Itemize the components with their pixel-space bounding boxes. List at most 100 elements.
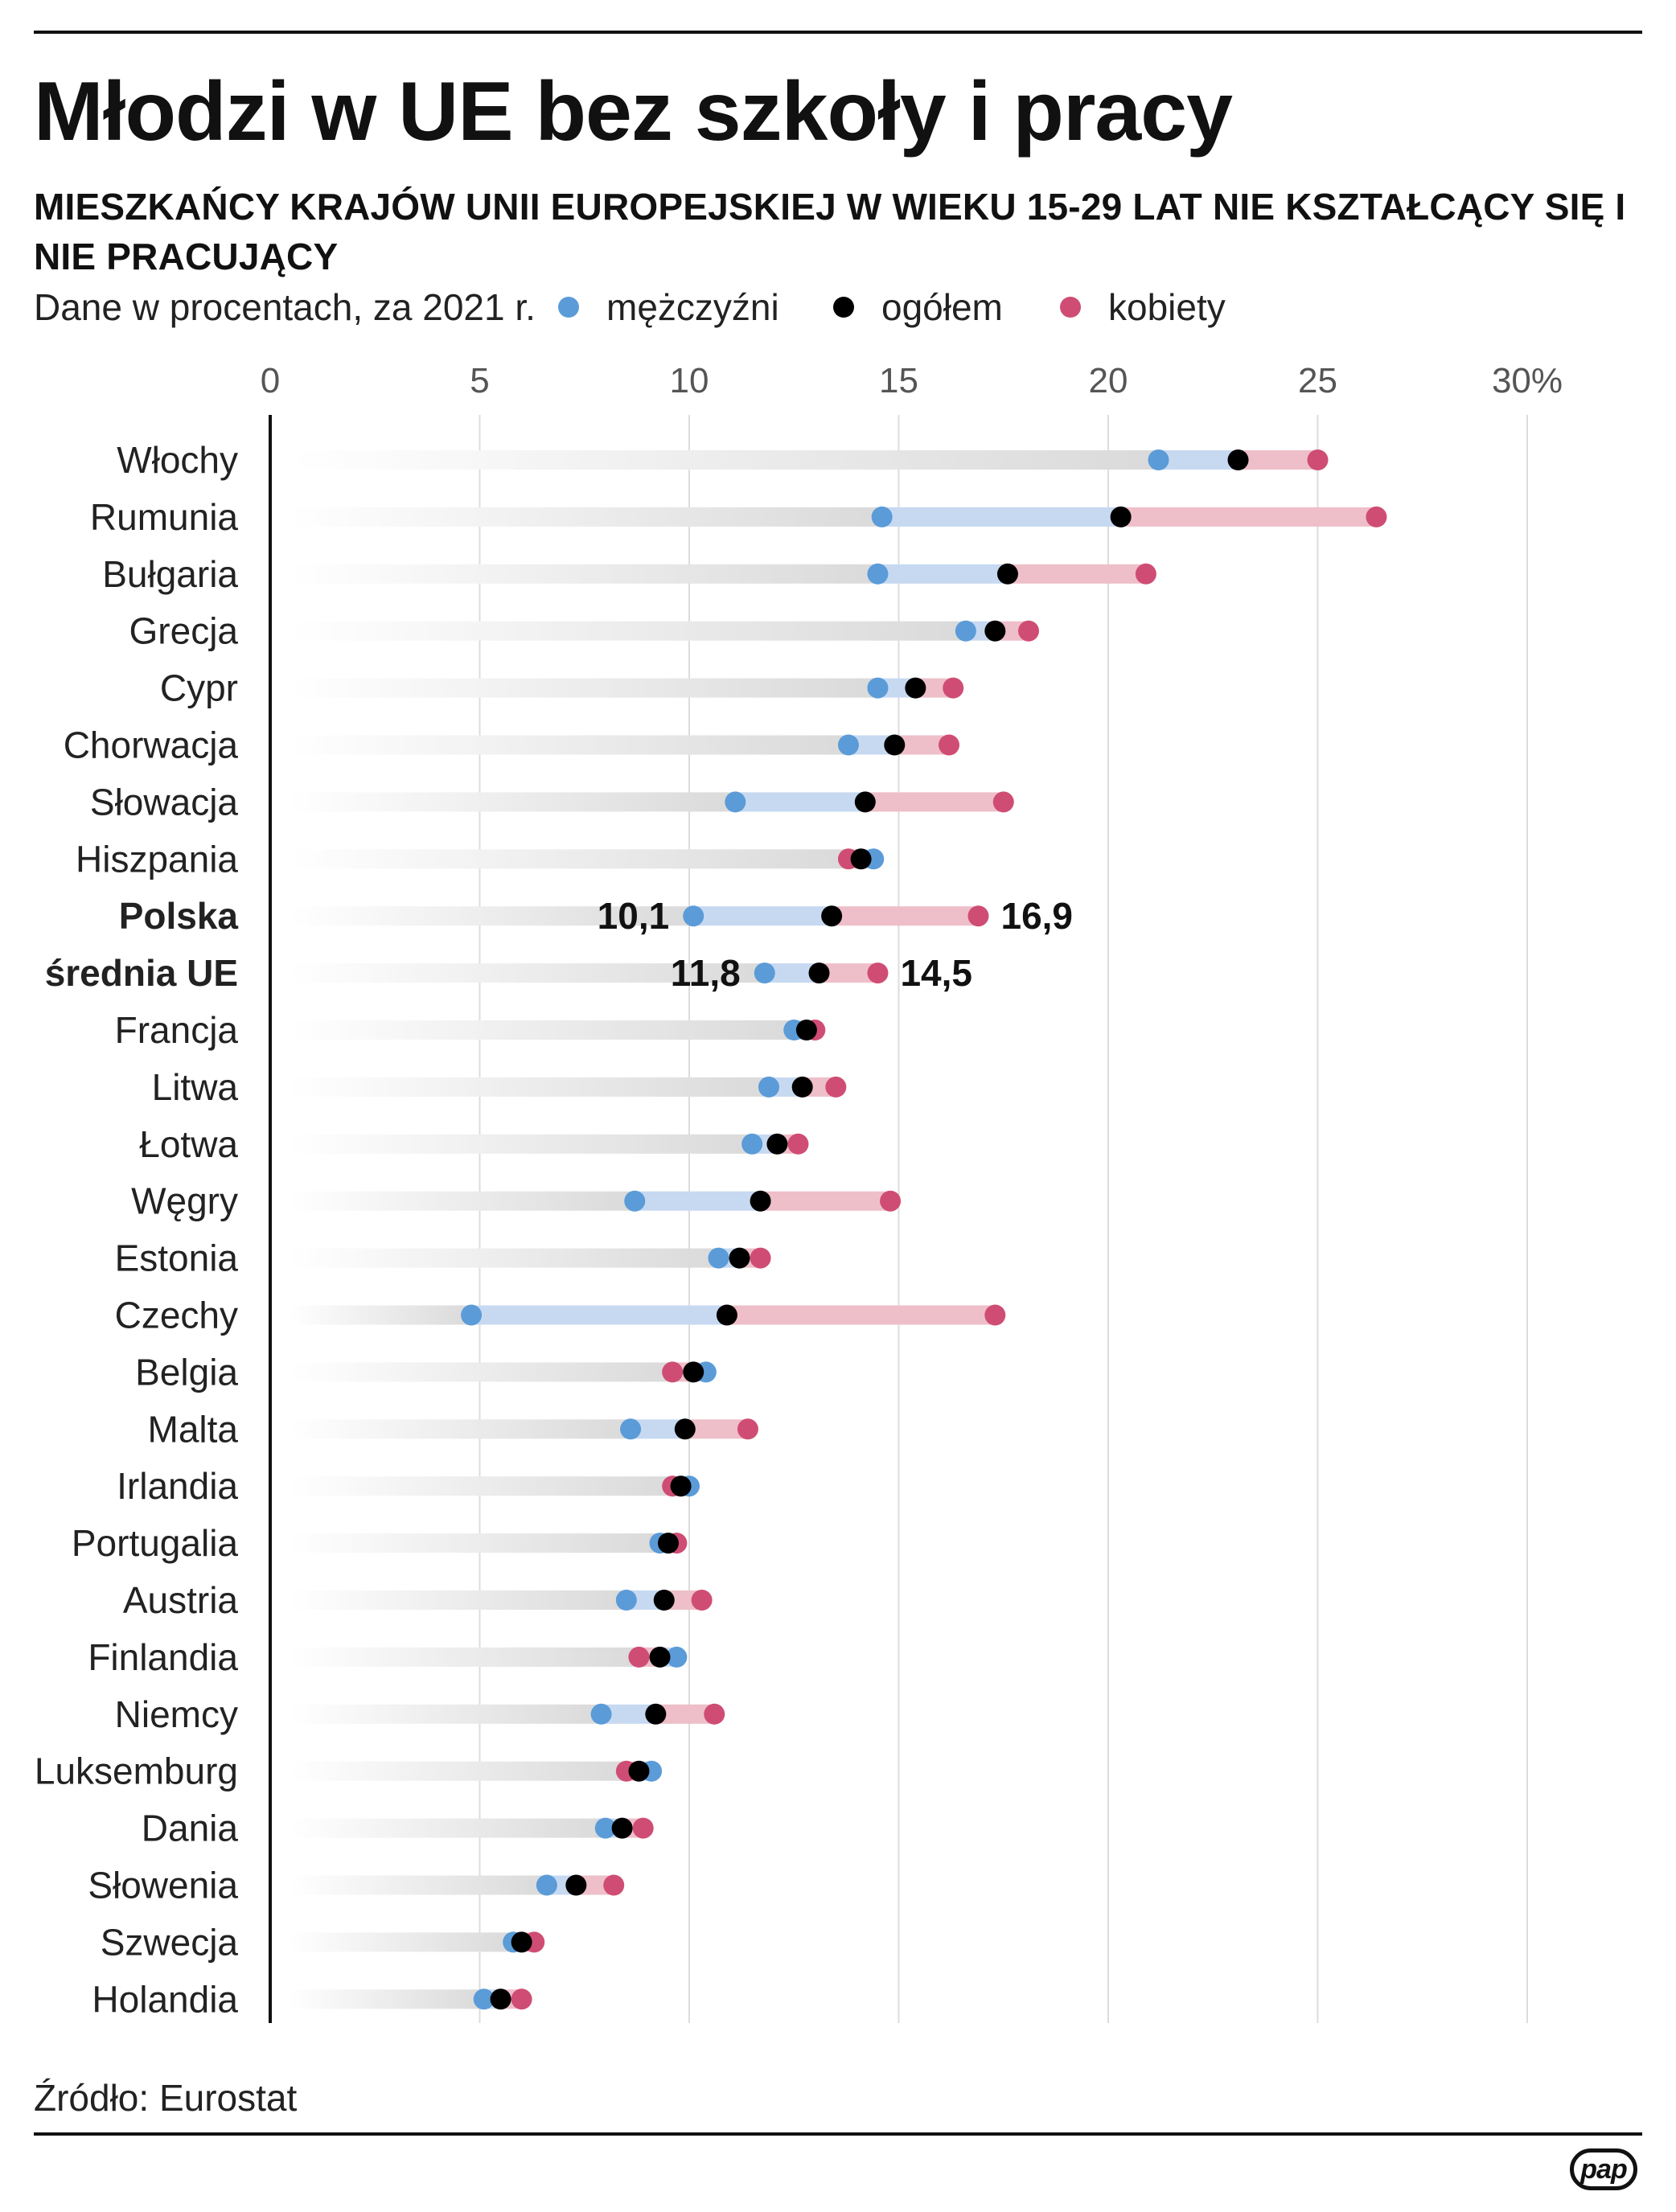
men-dot [683, 905, 704, 927]
total-dot [905, 677, 926, 699]
legend-item-total: ogółem [833, 285, 1003, 329]
base-bar [290, 1248, 719, 1268]
base-bar [290, 849, 848, 869]
men-dot [473, 1988, 495, 2010]
base-bar [290, 1761, 626, 1781]
women-dot [1018, 620, 1040, 642]
women-dot [1307, 449, 1329, 470]
women-dot [992, 791, 1014, 813]
total-dot [645, 1703, 667, 1725]
women-dot [1135, 563, 1156, 585]
men-range-bar [735, 792, 865, 812]
chart-row: Dania [142, 1808, 654, 1849]
base-bar [290, 735, 848, 755]
men-dot [867, 563, 889, 585]
men-dot [867, 677, 889, 699]
base-bar [290, 963, 765, 983]
total-dot [1110, 506, 1132, 527]
country-label: Czechy [115, 1295, 238, 1336]
women-range-bar [865, 792, 1004, 812]
men-range-bar [881, 507, 1121, 527]
total-dot [984, 620, 1006, 642]
country-label: Luksemburg [35, 1750, 238, 1792]
men-dot [758, 1076, 779, 1098]
chart-row: Austria [123, 1579, 713, 1621]
base-bar [290, 1533, 660, 1553]
country-label: Łotwa [139, 1123, 238, 1165]
country-label: Włochy [117, 439, 238, 481]
men-dot [955, 620, 976, 642]
total-dot [653, 1590, 675, 1611]
base-bar [290, 678, 878, 698]
chart-row: Portugalia [72, 1522, 688, 1564]
dot-range-chart: 0 5 10 15 20 25 30% Włochy Rumunia Bułgaria Grecja… [35, 361, 1563, 2023]
x-tick-label-25: 25 [1298, 361, 1337, 400]
base-bar [290, 1989, 484, 2009]
women-range-bar [684, 1419, 748, 1439]
country-label: Dania [142, 1808, 239, 1849]
women-dot [632, 1817, 654, 1839]
total-dot [884, 734, 906, 756]
base-bar [290, 906, 694, 926]
chart-row: Grecja [129, 610, 1040, 652]
total-dot [766, 1133, 788, 1155]
legend-women-dot [1060, 297, 1081, 318]
women-range-bar [1120, 507, 1377, 527]
men-value-label: 11,8 [671, 952, 741, 994]
total-dot [750, 1190, 771, 1212]
country-label: Hiszpania [76, 838, 238, 880]
women-dot [691, 1590, 713, 1611]
country-label: Austria [123, 1579, 239, 1621]
total-dot [611, 1817, 633, 1839]
x-tick-label-5: 5 [470, 361, 489, 400]
women-dot [984, 1304, 1006, 1326]
country-label: Słowenia [88, 1865, 238, 1906]
men-range-bar [877, 564, 1008, 584]
total-dot [821, 905, 843, 927]
country-label: Estonia [115, 1237, 239, 1279]
country-label: Rumunia [90, 496, 239, 538]
total-dot [795, 1020, 817, 1040]
base-bar [290, 1305, 472, 1325]
total-dot [683, 1361, 704, 1383]
chart-row: Łotwa [139, 1123, 809, 1165]
chart-row: Litwa [152, 1066, 847, 1108]
country-label: Słowacja [90, 781, 239, 823]
total-dot [511, 1931, 532, 1953]
men-range-bar [693, 906, 832, 926]
men-range-bar [1158, 450, 1239, 470]
chart-row: Szwecja [101, 1921, 545, 1963]
men-dot [1148, 449, 1169, 470]
women-dot [880, 1190, 902, 1212]
chart-row: Słowacja [90, 781, 1014, 823]
top-rule [34, 31, 1642, 34]
x-tick-label-15: 15 [879, 361, 918, 400]
total-dot [850, 848, 872, 870]
x-tick-label-0: 0 [261, 361, 280, 400]
chart-row: Finlandia [88, 1636, 688, 1678]
women-dot [662, 1361, 684, 1383]
men-dot [620, 1418, 642, 1440]
chart-row: Włochy [117, 439, 1329, 481]
total-dot [729, 1247, 750, 1269]
chart-row: Belgia [135, 1351, 717, 1393]
base-bar [290, 1419, 631, 1439]
country-label: Irlandia [117, 1465, 238, 1507]
men-dot [461, 1304, 483, 1326]
base-bar [290, 621, 966, 641]
women-value-label: 16,9 [1000, 895, 1073, 937]
base-bar [290, 1077, 769, 1097]
chart-row: Luksemburg [35, 1750, 663, 1792]
total-dot [628, 1760, 650, 1782]
country-label: Bułgaria [102, 553, 238, 595]
base-bar [290, 1704, 602, 1724]
country-label: Francja [115, 1009, 239, 1051]
country-label: Belgia [135, 1351, 238, 1393]
chart-row: Słowenia [88, 1865, 625, 1906]
chart-title: Młodzi w UE bez szkoły i pracy [34, 65, 1233, 158]
total-dot [649, 1646, 671, 1668]
chart-row: Francja [115, 1009, 826, 1051]
men-dot [666, 1646, 688, 1668]
x-tick-label-20: 20 [1089, 361, 1128, 400]
total-dot [565, 1874, 587, 1896]
